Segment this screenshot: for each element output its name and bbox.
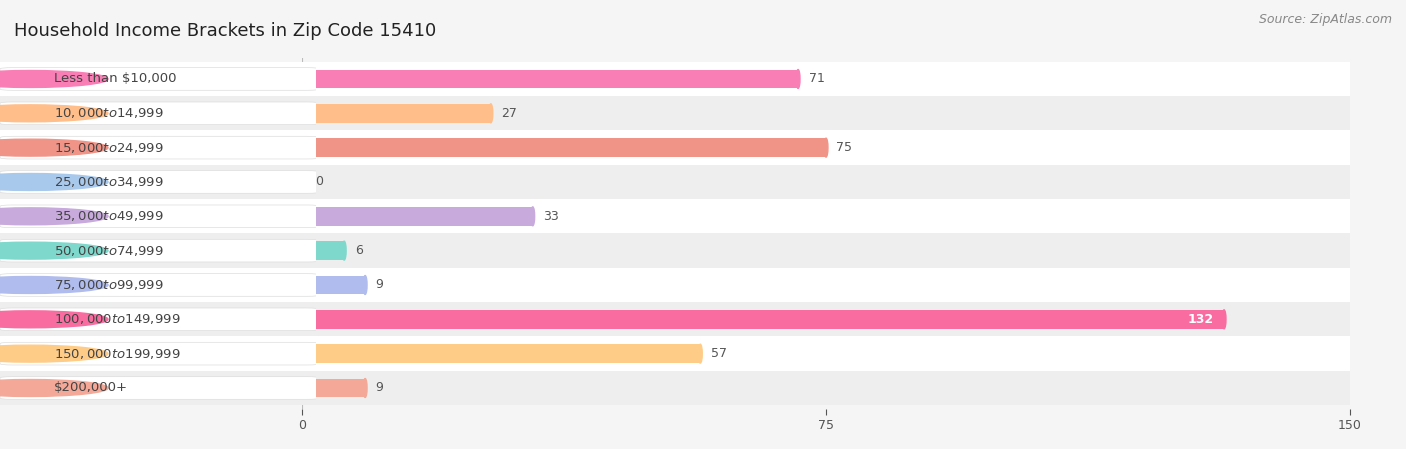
Circle shape xyxy=(0,70,108,88)
Bar xyxy=(302,207,533,226)
Text: $35,000 to $49,999: $35,000 to $49,999 xyxy=(53,209,163,223)
Text: 132: 132 xyxy=(1188,313,1213,326)
Circle shape xyxy=(307,172,309,191)
FancyBboxPatch shape xyxy=(0,268,316,302)
Bar xyxy=(302,379,366,397)
Bar xyxy=(302,131,1350,165)
FancyBboxPatch shape xyxy=(0,336,316,371)
Circle shape xyxy=(0,139,108,156)
Bar xyxy=(302,96,1350,131)
Bar xyxy=(302,70,799,88)
Circle shape xyxy=(0,105,108,122)
Circle shape xyxy=(531,207,534,226)
Bar xyxy=(302,233,1350,268)
FancyBboxPatch shape xyxy=(0,102,319,125)
Circle shape xyxy=(0,379,108,396)
FancyBboxPatch shape xyxy=(0,377,319,399)
FancyBboxPatch shape xyxy=(0,239,319,262)
Circle shape xyxy=(0,208,108,225)
Bar xyxy=(302,241,344,260)
Text: $50,000 to $74,999: $50,000 to $74,999 xyxy=(53,244,163,258)
Circle shape xyxy=(699,344,702,363)
Text: $200,000+: $200,000+ xyxy=(53,382,128,395)
Text: 75: 75 xyxy=(837,141,852,154)
Text: Source: ZipAtlas.com: Source: ZipAtlas.com xyxy=(1258,13,1392,26)
FancyBboxPatch shape xyxy=(0,68,319,90)
Bar xyxy=(302,371,1350,405)
Bar xyxy=(302,62,1350,96)
Circle shape xyxy=(796,70,800,88)
Text: $75,000 to $99,999: $75,000 to $99,999 xyxy=(53,278,163,292)
Text: Household Income Brackets in Zip Code 15410: Household Income Brackets in Zip Code 15… xyxy=(14,22,436,40)
Circle shape xyxy=(0,173,108,190)
FancyBboxPatch shape xyxy=(0,371,316,405)
FancyBboxPatch shape xyxy=(0,165,316,199)
Bar xyxy=(302,268,1350,302)
Circle shape xyxy=(0,277,108,294)
Circle shape xyxy=(0,311,108,328)
Text: 33: 33 xyxy=(543,210,560,223)
Bar xyxy=(302,138,827,157)
Circle shape xyxy=(342,241,346,260)
FancyBboxPatch shape xyxy=(0,136,319,159)
Circle shape xyxy=(1222,310,1226,329)
Bar xyxy=(302,276,366,295)
Circle shape xyxy=(489,104,492,123)
Bar xyxy=(302,310,1225,329)
FancyBboxPatch shape xyxy=(0,62,316,96)
FancyBboxPatch shape xyxy=(0,131,316,165)
Text: $100,000 to $149,999: $100,000 to $149,999 xyxy=(53,313,180,326)
Text: 0: 0 xyxy=(315,176,323,189)
FancyBboxPatch shape xyxy=(0,96,316,131)
FancyBboxPatch shape xyxy=(0,205,319,228)
Bar xyxy=(302,344,700,363)
Text: $15,000 to $24,999: $15,000 to $24,999 xyxy=(53,141,163,154)
Text: Less than $10,000: Less than $10,000 xyxy=(53,72,176,85)
Bar xyxy=(302,302,1350,336)
FancyBboxPatch shape xyxy=(0,273,319,296)
Circle shape xyxy=(0,242,108,259)
Text: $10,000 to $14,999: $10,000 to $14,999 xyxy=(53,106,163,120)
Text: 71: 71 xyxy=(808,72,824,85)
Bar xyxy=(302,199,1350,233)
Text: 9: 9 xyxy=(375,382,384,395)
Bar xyxy=(302,165,1350,199)
FancyBboxPatch shape xyxy=(0,342,319,365)
FancyBboxPatch shape xyxy=(0,199,316,233)
FancyBboxPatch shape xyxy=(0,302,316,336)
Text: $150,000 to $199,999: $150,000 to $199,999 xyxy=(53,347,180,361)
Circle shape xyxy=(363,276,367,295)
Bar xyxy=(302,104,491,123)
FancyBboxPatch shape xyxy=(0,308,319,330)
Circle shape xyxy=(363,379,367,397)
Text: 6: 6 xyxy=(354,244,363,257)
Text: $25,000 to $34,999: $25,000 to $34,999 xyxy=(53,175,163,189)
Text: 27: 27 xyxy=(502,107,517,120)
Circle shape xyxy=(824,138,828,157)
Text: 57: 57 xyxy=(711,347,727,360)
Bar xyxy=(302,336,1350,371)
FancyBboxPatch shape xyxy=(0,171,319,194)
Circle shape xyxy=(0,345,108,362)
FancyBboxPatch shape xyxy=(0,233,316,268)
Text: 9: 9 xyxy=(375,278,384,291)
